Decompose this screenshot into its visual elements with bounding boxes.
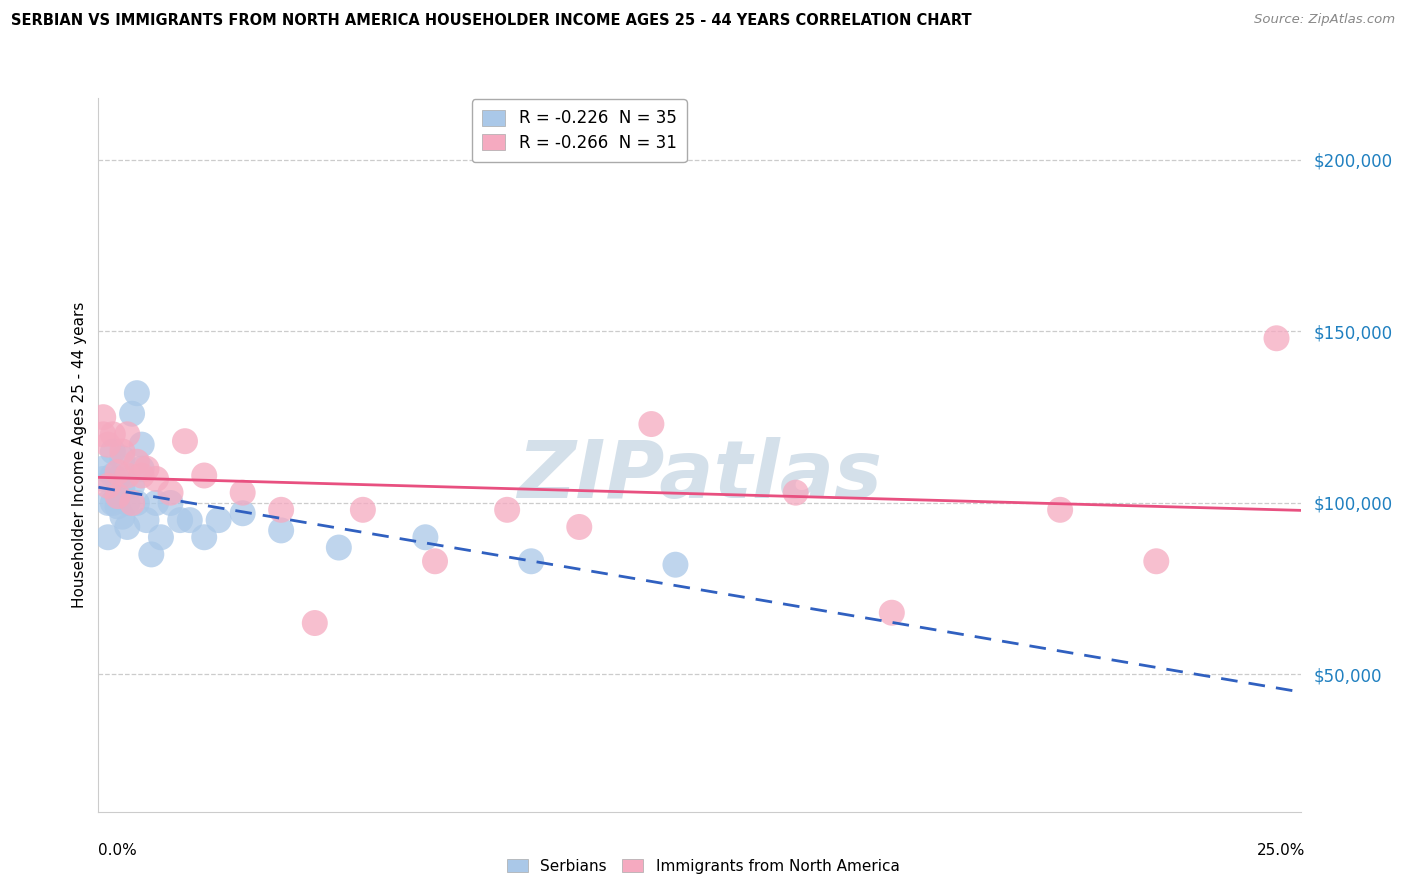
Point	[174, 434, 197, 449]
Point	[208, 513, 231, 527]
Point	[135, 461, 157, 475]
Point	[496, 503, 519, 517]
Point	[91, 472, 114, 486]
Point	[107, 489, 129, 503]
Point	[107, 465, 129, 479]
Point	[169, 513, 191, 527]
Point	[97, 496, 120, 510]
Point	[101, 427, 124, 442]
Point	[97, 437, 120, 451]
Point	[111, 509, 134, 524]
Point	[415, 530, 437, 544]
Y-axis label: Householder Income Ages 25 - 44 years: Householder Income Ages 25 - 44 years	[72, 301, 87, 608]
Point	[145, 496, 167, 510]
Text: 0.0%: 0.0%	[98, 843, 138, 858]
Point	[145, 472, 167, 486]
Point	[125, 386, 148, 401]
Legend: Serbians, Immigrants from North America: Serbians, Immigrants from North America	[501, 853, 905, 880]
Point	[111, 451, 134, 466]
Point	[91, 427, 114, 442]
Point	[568, 520, 591, 534]
Point	[111, 444, 134, 458]
Point	[1049, 503, 1071, 517]
Point	[232, 485, 254, 500]
Point	[91, 410, 114, 425]
Point	[117, 427, 139, 442]
Point	[111, 482, 134, 496]
Point	[121, 479, 143, 493]
Point	[131, 461, 153, 475]
Point	[97, 530, 120, 544]
Point	[270, 524, 292, 538]
Point	[107, 472, 129, 486]
Point	[117, 496, 139, 510]
Point	[101, 468, 124, 483]
Point	[131, 468, 153, 483]
Point	[640, 417, 662, 431]
Point	[91, 461, 114, 475]
Point	[97, 479, 120, 493]
Point	[880, 606, 903, 620]
Point	[328, 541, 350, 555]
Point	[117, 468, 139, 483]
Point	[520, 554, 543, 568]
Point	[125, 496, 148, 510]
Point	[423, 554, 446, 568]
Text: 25.0%: 25.0%	[1257, 843, 1305, 858]
Point	[1265, 331, 1288, 345]
Point	[121, 407, 143, 421]
Point	[179, 513, 201, 527]
Point	[141, 548, 163, 562]
Point	[664, 558, 686, 572]
Text: SERBIAN VS IMMIGRANTS FROM NORTH AMERICA HOUSEHOLDER INCOME AGES 25 - 44 YEARS C: SERBIAN VS IMMIGRANTS FROM NORTH AMERICA…	[11, 13, 972, 29]
Legend: R = -0.226  N = 35, R = -0.266  N = 31: R = -0.226 N = 35, R = -0.266 N = 31	[472, 99, 686, 162]
Point	[232, 506, 254, 520]
Point	[193, 530, 215, 544]
Text: Source: ZipAtlas.com: Source: ZipAtlas.com	[1254, 13, 1395, 27]
Point	[149, 530, 172, 544]
Point	[101, 496, 124, 510]
Point	[107, 500, 129, 514]
Point	[304, 615, 326, 630]
Point	[131, 437, 153, 451]
Point	[159, 496, 181, 510]
Point	[135, 513, 157, 527]
Point	[101, 444, 124, 458]
Point	[352, 503, 374, 517]
Text: ZIPatlas: ZIPatlas	[517, 437, 882, 516]
Point	[785, 485, 807, 500]
Point	[1144, 554, 1167, 568]
Point	[159, 485, 181, 500]
Point	[193, 468, 215, 483]
Point	[121, 496, 143, 510]
Point	[125, 455, 148, 469]
Point	[117, 520, 139, 534]
Point	[270, 503, 292, 517]
